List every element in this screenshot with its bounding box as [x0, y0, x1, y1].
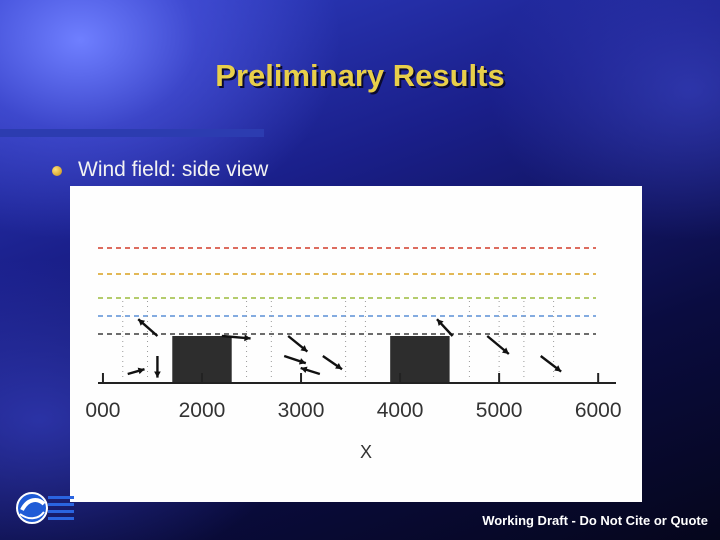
wind-vector [127, 367, 145, 376]
wind-vector [137, 318, 159, 337]
wind-field-plot: 000 2000 3000 4000 5000 6000 X [85, 247, 622, 462]
wind-vector [221, 334, 251, 342]
x-axis-label: X [360, 442, 372, 462]
x-tick-label: 000 [85, 399, 120, 422]
footer-note: Working Draft - Do Not Cite or Quote [482, 513, 708, 528]
wind-vector [436, 318, 454, 337]
x-tick-label: 2000 [179, 399, 226, 422]
x-tick-label: 3000 [278, 399, 325, 422]
title-underline [0, 129, 264, 137]
x-tick-label: 4000 [377, 399, 424, 422]
wind-vector [287, 335, 309, 353]
wind-vector [154, 356, 161, 378]
wind-vector [539, 355, 562, 373]
bullet-icon [52, 166, 62, 176]
slide-title: Preliminary Results [215, 58, 505, 93]
wind-vector [300, 366, 321, 376]
wind-vector [322, 355, 343, 371]
logo-icon [16, 492, 74, 524]
x-tick-label: 5000 [476, 399, 523, 422]
wind-field-figure: 000 2000 3000 4000 5000 6000 X [70, 186, 642, 502]
wind-vector [283, 354, 307, 365]
wind-vector [486, 335, 510, 355]
x-tick-label: 6000 [575, 399, 622, 422]
bullet-text: Wind field: side view [78, 158, 269, 181]
